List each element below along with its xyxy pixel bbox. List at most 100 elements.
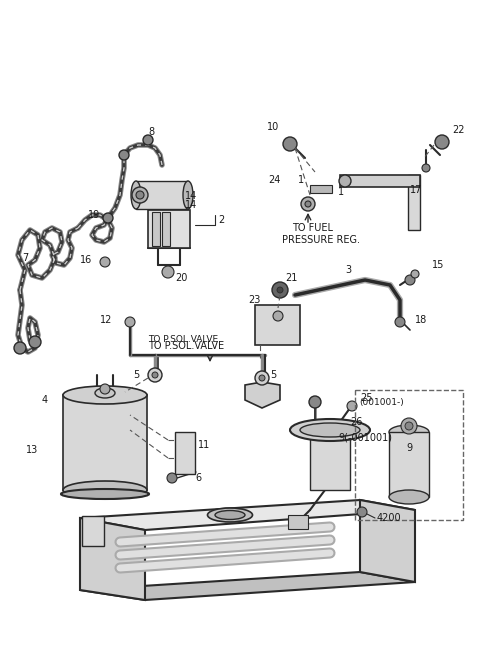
Circle shape: [411, 270, 419, 278]
Circle shape: [301, 197, 315, 211]
Text: 11: 11: [198, 440, 210, 450]
Text: 9: 9: [406, 443, 412, 453]
Text: 19: 19: [88, 210, 100, 220]
Bar: [255, 305, 300, 345]
Bar: [162, 212, 170, 246]
Circle shape: [125, 317, 135, 327]
Bar: [82, 516, 104, 546]
Circle shape: [273, 311, 283, 321]
Circle shape: [401, 418, 417, 434]
Circle shape: [277, 287, 283, 293]
Ellipse shape: [215, 510, 245, 520]
Circle shape: [103, 213, 113, 223]
Ellipse shape: [300, 423, 360, 437]
Bar: [310, 430, 350, 490]
Text: 24: 24: [268, 175, 280, 185]
Circle shape: [309, 396, 321, 408]
Circle shape: [405, 275, 415, 285]
Text: 2: 2: [218, 215, 224, 225]
Polygon shape: [80, 572, 415, 600]
Text: 1: 1: [338, 187, 344, 197]
Circle shape: [435, 135, 449, 149]
Polygon shape: [80, 500, 415, 530]
Text: 4: 4: [42, 395, 48, 405]
Ellipse shape: [63, 481, 147, 499]
Circle shape: [405, 422, 413, 430]
Text: (001001-): (001001-): [359, 398, 404, 407]
Polygon shape: [80, 518, 145, 600]
Text: 7: 7: [22, 253, 28, 263]
Circle shape: [100, 257, 110, 267]
Text: 23: 23: [248, 295, 260, 305]
Bar: [288, 515, 308, 529]
Text: 13: 13: [26, 445, 38, 455]
Ellipse shape: [63, 386, 147, 404]
Circle shape: [283, 137, 297, 151]
Ellipse shape: [389, 490, 429, 504]
Circle shape: [167, 473, 177, 483]
Circle shape: [255, 371, 269, 385]
Text: 14: 14: [185, 191, 197, 201]
Bar: [136, 181, 188, 209]
Bar: [355, 390, 463, 520]
Circle shape: [119, 150, 129, 160]
Circle shape: [14, 342, 26, 354]
Bar: [175, 432, 195, 474]
Polygon shape: [360, 500, 415, 582]
Ellipse shape: [131, 181, 141, 209]
Ellipse shape: [389, 425, 429, 439]
Text: 6: 6: [195, 473, 201, 483]
Ellipse shape: [183, 181, 193, 209]
Text: TO FUEL: TO FUEL: [292, 223, 333, 233]
Text: 9(-001001): 9(-001001): [338, 433, 392, 443]
Ellipse shape: [61, 489, 149, 499]
Text: 14: 14: [185, 200, 197, 210]
Circle shape: [148, 368, 162, 382]
Text: 3: 3: [345, 265, 351, 275]
Text: 22: 22: [452, 125, 465, 135]
Circle shape: [162, 266, 174, 278]
Circle shape: [29, 336, 41, 348]
Circle shape: [357, 507, 367, 517]
Circle shape: [422, 164, 430, 172]
Text: 18: 18: [415, 315, 427, 325]
Ellipse shape: [95, 388, 115, 398]
Ellipse shape: [207, 508, 252, 522]
Circle shape: [347, 401, 357, 411]
Polygon shape: [245, 382, 280, 408]
Text: 8: 8: [148, 127, 154, 137]
Text: 25: 25: [360, 393, 372, 403]
Bar: [408, 175, 420, 230]
Ellipse shape: [290, 419, 370, 441]
Text: 16: 16: [80, 255, 92, 265]
Text: 17: 17: [410, 185, 422, 195]
Text: 5: 5: [133, 370, 139, 380]
Circle shape: [305, 201, 311, 207]
Text: PRESSURE REG.: PRESSURE REG.: [282, 235, 360, 245]
Text: 4200: 4200: [377, 513, 402, 523]
Text: 5: 5: [270, 370, 276, 380]
Circle shape: [339, 175, 351, 187]
Bar: [340, 175, 420, 187]
Bar: [389, 432, 429, 497]
Circle shape: [259, 375, 265, 381]
Circle shape: [272, 282, 288, 298]
Text: 20: 20: [175, 273, 187, 283]
Text: 26: 26: [350, 417, 362, 427]
Text: 10: 10: [267, 122, 279, 132]
Circle shape: [395, 317, 405, 327]
Circle shape: [143, 135, 153, 145]
Text: TO P.SOL.VALVE: TO P.SOL.VALVE: [148, 335, 218, 344]
Circle shape: [136, 191, 144, 199]
Bar: [310, 185, 332, 193]
Text: 12: 12: [100, 315, 112, 325]
Circle shape: [100, 384, 110, 394]
Text: 21: 21: [285, 273, 298, 283]
Text: 1: 1: [298, 175, 304, 185]
Bar: [148, 210, 190, 248]
Polygon shape: [63, 395, 147, 490]
Circle shape: [152, 372, 158, 378]
Text: 15: 15: [432, 260, 444, 270]
Bar: [152, 212, 160, 246]
Text: TO P.SOL.VALVE: TO P.SOL.VALVE: [148, 341, 224, 351]
